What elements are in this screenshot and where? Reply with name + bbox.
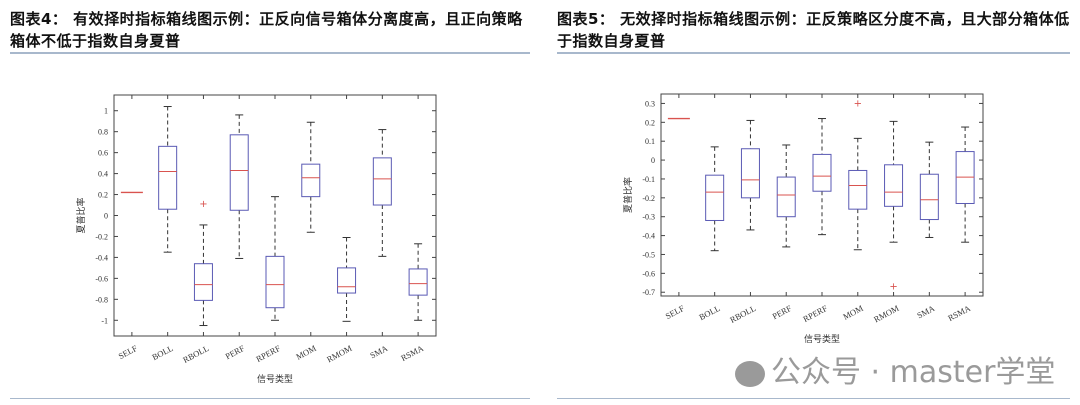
y-tick-label: 0.8	[98, 128, 108, 137]
x-tick-label: RMOM	[872, 303, 901, 325]
x-tick-label: RPERF	[801, 303, 829, 324]
figure-5-title-rule	[557, 52, 1070, 54]
x-tick-label: RSMA	[946, 303, 973, 324]
box-perf	[776, 176, 796, 218]
y-tick-label: 0.3	[645, 99, 655, 108]
y-tick-label: -0.8	[95, 295, 108, 304]
y-tick-label: -0.2	[95, 232, 108, 241]
watermark-text: 公众号 · master学堂	[771, 355, 1056, 390]
y-tick-label: -0.7	[642, 288, 655, 297]
y-tick-label: -0.4	[95, 253, 108, 262]
y-tick-label: 0.6	[98, 149, 108, 158]
box-perf	[229, 134, 249, 211]
y-tick-label: 0.2	[98, 191, 108, 200]
y-tick-label: 0.2	[645, 118, 655, 127]
box-rboll	[193, 263, 213, 301]
box-rmom	[884, 164, 904, 207]
box-rperf	[265, 255, 285, 309]
x-tick-label: RBOLL	[728, 303, 757, 325]
box-rsma	[408, 268, 428, 296]
figure-4-title: 图表4： 有效择时指标箱线图示例：正反向信号箱体分离度高，且正向策略箱体不低于指…	[10, 10, 523, 50]
box-boll	[158, 145, 178, 210]
box-mom	[301, 163, 321, 198]
outlier-marker: +	[854, 98, 862, 109]
y-tick-label: 0	[651, 156, 655, 165]
y-axis-label: 夏普比率	[75, 197, 87, 233]
box-sma	[919, 173, 939, 221]
box-rperf	[812, 153, 832, 192]
x-tick-label: SMA	[915, 303, 937, 321]
outlier-marker: +	[199, 199, 207, 210]
box-sma	[372, 157, 392, 206]
y-axis-label: 夏普比率	[622, 177, 634, 213]
box-rboll	[740, 148, 760, 199]
outlier-marker: +	[889, 282, 897, 293]
figure-4-bottom-rule	[10, 398, 530, 399]
watermark: 公众号 · master学堂	[735, 356, 1055, 390]
figure-5-bottom-rule	[557, 398, 1070, 399]
y-tick-label: -0.6	[642, 269, 655, 278]
y-tick-label: -1	[101, 316, 108, 325]
x-tick-label: BOLL	[697, 303, 721, 322]
x-tick-label: MOM	[841, 303, 865, 322]
figure-5-title: 图表5： 无效择时指标箱线图示例：正反策略区分度不高，且大部分箱体低于指数自身夏…	[557, 10, 1070, 50]
box-rmom	[337, 267, 357, 294]
x-tick-label: SELF	[664, 303, 686, 321]
y-tick-label: 0.4	[98, 170, 108, 179]
x-axis-label: 信号类型	[804, 333, 840, 345]
y-tick-label: -0.4	[642, 232, 655, 241]
x-axis-label: 信号类型	[257, 373, 293, 385]
y-tick-label: -0.1	[642, 175, 655, 184]
box-mom	[848, 169, 868, 210]
box-boll	[705, 174, 725, 221]
wechat-icon	[735, 360, 765, 387]
y-tick-label: -0.2	[642, 194, 655, 203]
y-tick-label: -0.6	[95, 274, 108, 283]
figure-4-title-rule	[10, 52, 530, 54]
x-tick-label: PERF	[771, 303, 794, 321]
y-tick-label: -0.3	[642, 213, 655, 222]
y-tick-label: -0.5	[642, 250, 655, 259]
y-tick-label: 0	[104, 212, 108, 221]
y-tick-label: 0.1	[645, 137, 655, 146]
y-tick-label: 1	[104, 107, 108, 116]
